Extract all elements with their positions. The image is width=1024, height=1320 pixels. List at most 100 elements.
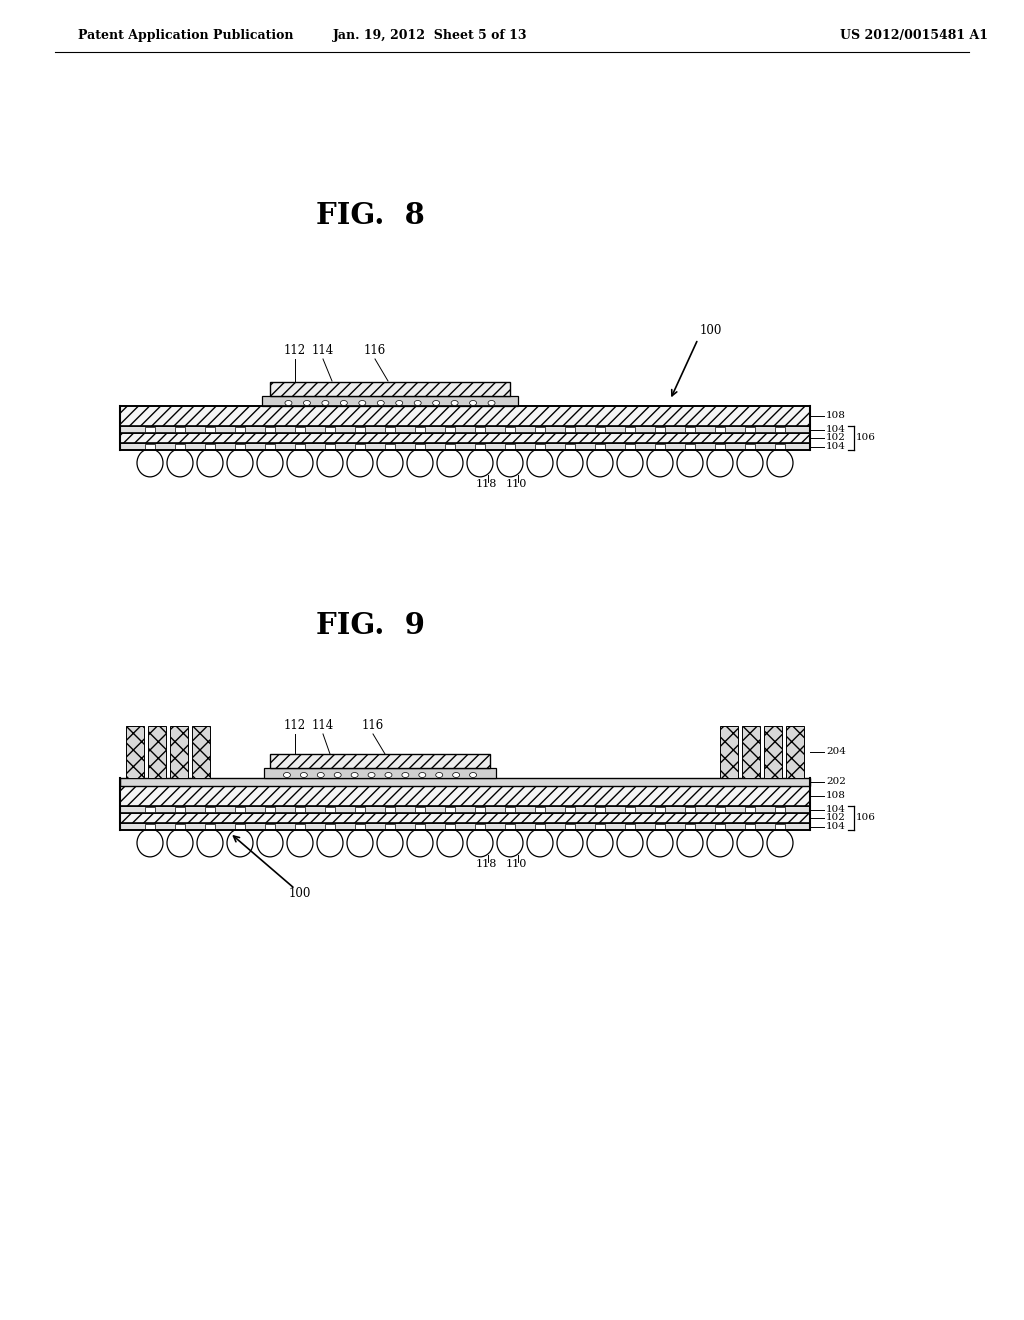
- Bar: [625, 426, 635, 432]
- Ellipse shape: [197, 449, 223, 477]
- Bar: [505, 444, 515, 449]
- Bar: [175, 807, 185, 812]
- Bar: [445, 807, 455, 812]
- Ellipse shape: [467, 829, 493, 857]
- Ellipse shape: [167, 449, 193, 477]
- Bar: [505, 426, 515, 432]
- Ellipse shape: [737, 449, 763, 477]
- Bar: [720, 726, 738, 777]
- Bar: [270, 381, 510, 396]
- Bar: [385, 426, 395, 432]
- Ellipse shape: [287, 829, 313, 857]
- Bar: [148, 726, 166, 777]
- Ellipse shape: [407, 449, 433, 477]
- Bar: [625, 444, 635, 449]
- Ellipse shape: [407, 829, 433, 857]
- Bar: [145, 824, 155, 829]
- Bar: [685, 444, 695, 449]
- Ellipse shape: [137, 449, 163, 477]
- Bar: [234, 426, 245, 432]
- Ellipse shape: [317, 449, 343, 477]
- Bar: [325, 824, 335, 829]
- Bar: [475, 426, 485, 432]
- Ellipse shape: [227, 829, 253, 857]
- Bar: [445, 444, 455, 449]
- Bar: [355, 824, 365, 829]
- Text: 114: 114: [312, 345, 334, 356]
- Bar: [775, 444, 785, 449]
- Bar: [505, 824, 515, 829]
- Bar: [205, 824, 215, 829]
- Bar: [685, 426, 695, 432]
- Ellipse shape: [647, 449, 673, 477]
- Bar: [295, 824, 305, 829]
- Bar: [775, 807, 785, 812]
- Bar: [170, 726, 188, 777]
- Ellipse shape: [617, 829, 643, 857]
- Ellipse shape: [414, 400, 421, 405]
- Bar: [175, 444, 185, 449]
- Bar: [264, 768, 496, 777]
- Bar: [270, 754, 490, 768]
- Bar: [764, 726, 782, 777]
- Ellipse shape: [437, 449, 463, 477]
- Bar: [145, 807, 155, 812]
- Bar: [120, 426, 810, 433]
- Bar: [355, 444, 365, 449]
- Ellipse shape: [377, 829, 403, 857]
- Text: FIG.  8: FIG. 8: [315, 201, 424, 230]
- Bar: [625, 807, 635, 812]
- Bar: [775, 426, 785, 432]
- Bar: [625, 824, 635, 829]
- Ellipse shape: [385, 772, 392, 777]
- Ellipse shape: [257, 449, 283, 477]
- Ellipse shape: [488, 400, 495, 405]
- Bar: [325, 807, 335, 812]
- Bar: [745, 426, 755, 432]
- Bar: [742, 726, 760, 777]
- Ellipse shape: [419, 772, 426, 777]
- Text: 112: 112: [284, 345, 306, 356]
- Ellipse shape: [351, 772, 358, 777]
- Bar: [715, 426, 725, 432]
- Bar: [295, 807, 305, 812]
- Bar: [145, 444, 155, 449]
- Bar: [595, 824, 605, 829]
- Bar: [234, 444, 245, 449]
- Text: 104: 104: [826, 805, 846, 814]
- Bar: [385, 824, 395, 829]
- Ellipse shape: [497, 829, 523, 857]
- Bar: [655, 807, 665, 812]
- Text: 102: 102: [826, 433, 846, 442]
- Ellipse shape: [617, 449, 643, 477]
- Ellipse shape: [437, 829, 463, 857]
- Text: Jan. 19, 2012  Sheet 5 of 13: Jan. 19, 2012 Sheet 5 of 13: [333, 29, 527, 41]
- Ellipse shape: [317, 772, 325, 777]
- Ellipse shape: [527, 449, 553, 477]
- Ellipse shape: [647, 829, 673, 857]
- Ellipse shape: [197, 829, 223, 857]
- Bar: [385, 807, 395, 812]
- Ellipse shape: [137, 829, 163, 857]
- Bar: [355, 426, 365, 432]
- Bar: [325, 444, 335, 449]
- Text: 104: 104: [826, 822, 846, 832]
- Text: 100: 100: [289, 887, 311, 900]
- Ellipse shape: [527, 829, 553, 857]
- Bar: [120, 433, 810, 444]
- Bar: [655, 824, 665, 829]
- Bar: [265, 426, 275, 432]
- Ellipse shape: [395, 400, 402, 405]
- Text: FIG.  9: FIG. 9: [315, 610, 425, 639]
- Text: 106: 106: [856, 813, 876, 822]
- Bar: [205, 807, 215, 812]
- Bar: [325, 426, 335, 432]
- Bar: [205, 426, 215, 432]
- Ellipse shape: [767, 449, 793, 477]
- Bar: [475, 444, 485, 449]
- Ellipse shape: [167, 829, 193, 857]
- Text: 110: 110: [505, 479, 526, 488]
- Text: 112: 112: [284, 719, 306, 733]
- Bar: [715, 444, 725, 449]
- Text: 118: 118: [475, 859, 497, 869]
